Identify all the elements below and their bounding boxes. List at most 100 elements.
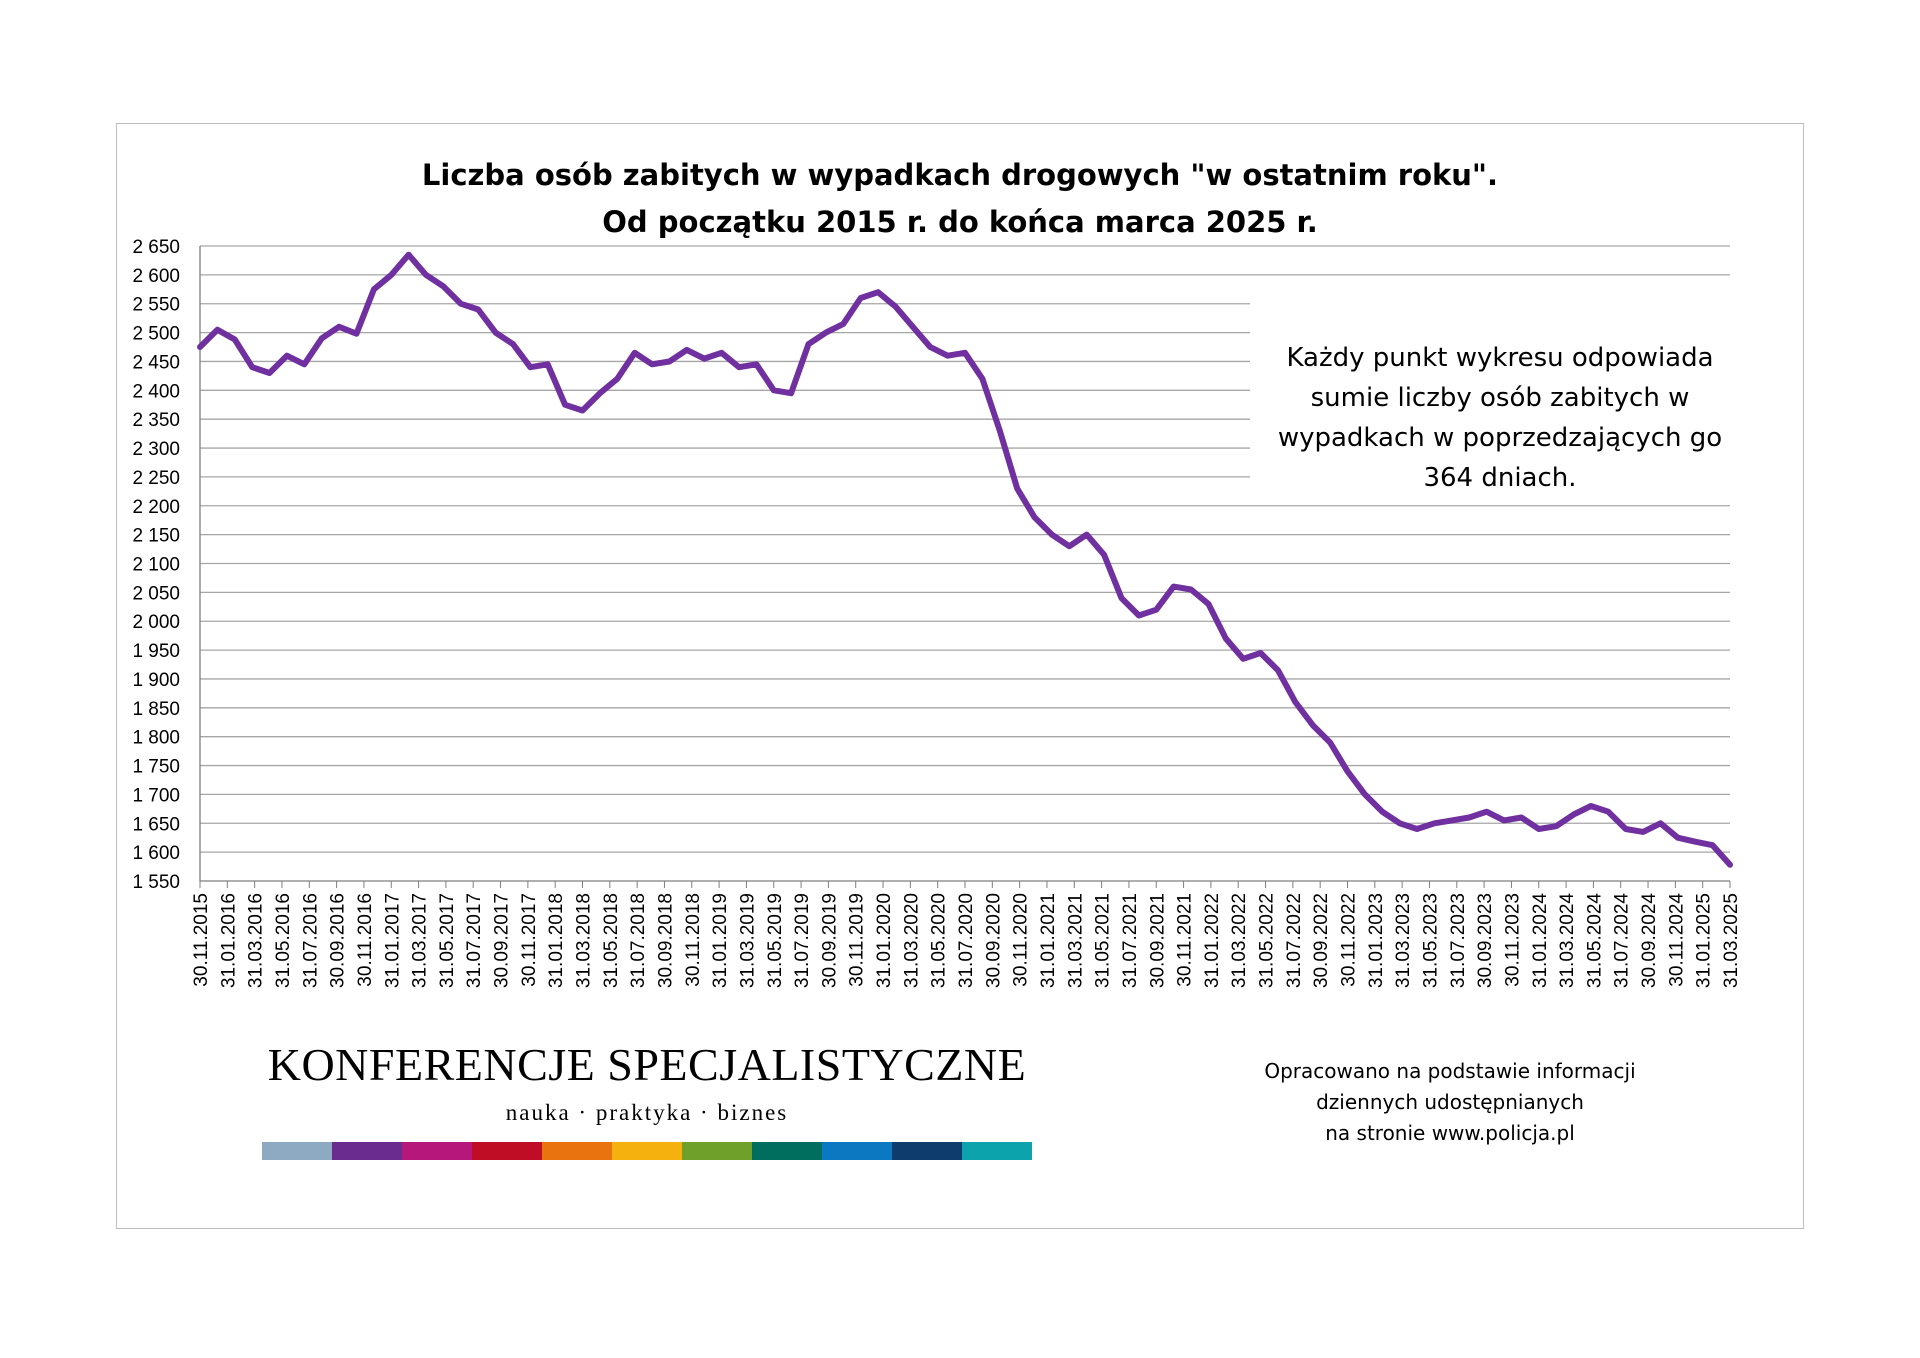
y-tick-label: 2 400 [132,381,180,402]
y-tick-label: 2 450 [132,352,180,373]
x-tick-label: 30.09.2017 [492,893,513,988]
logo-bar-segment [402,1142,472,1160]
y-tick-label: 2 350 [132,410,180,431]
x-tick-label: 31.07.2021 [1120,893,1141,988]
logo-title: KONFERENCJE SPECJALISTYCZNE [267,1039,1027,1090]
y-tick-label: 1 850 [132,699,180,720]
source-line: Opracowano na podstawie informacji [1264,1059,1636,1083]
x-tick-label: 31.07.2018 [628,893,649,988]
x-tick-label: 31.05.2020 [929,893,950,988]
y-tick-label: 1 600 [132,843,180,864]
x-tick-label: 31.03.2025 [1721,893,1742,988]
logo-bar-segment [822,1142,892,1160]
x-tick-label: 30.11.2020 [1011,893,1032,987]
chart-title: Liczba osób zabitych w wypadkach drogowy… [421,158,1499,192]
x-tick-label: 31.01.2023 [1366,893,1387,988]
x-tick-label: 30.11.2018 [683,893,704,987]
x-tick-label: 30.11.2022 [1339,893,1360,987]
x-tick-label: 30.11.2019 [847,893,868,987]
x-tick-label: 31.01.2017 [382,893,403,988]
logo: KONFERENCJE SPECJALISTYCZNE nauka · prak… [262,1036,1032,1160]
note-line: sumie liczby osób zabitych w [1310,383,1690,413]
x-tick-label: 31.03.2017 [410,893,431,988]
y-tick-label: 2 500 [132,324,180,345]
x-tick-label: 31.03.2022 [1229,893,1250,988]
y-tick-label: 1 900 [132,670,180,691]
x-tick-label: 30.09.2020 [983,893,1004,988]
logo-color-bar [262,1142,1032,1160]
logo-bar-segment [752,1142,822,1160]
x-tick-label: 30.11.2023 [1502,893,1523,987]
x-tick-label: 30.11.2017 [519,893,540,987]
x-tick-label: 31.03.2021 [1065,893,1086,988]
x-tick-label: 31.07.2024 [1612,893,1633,989]
note-line: wypadkach w poprzedzających go [1277,423,1723,453]
x-tick-label: 31.07.2020 [956,893,977,988]
y-tick-label: 1 800 [132,728,180,749]
x-tick-label: 31.05.2024 [1584,893,1605,989]
x-tick-label: 30.11.2024 [1666,893,1687,987]
x-tick-label: 30.09.2021 [1147,893,1168,988]
x-tick-label: 31.05.2019 [765,893,786,988]
logo-bar-segment [472,1142,542,1160]
y-tick-label: 2 050 [132,583,180,604]
chart-title-block: Liczba osób zabitych w wypadkach drogowy… [116,152,1804,246]
y-tick-label: 2 150 [132,526,180,547]
x-tick-label: 30.09.2024 [1639,893,1660,989]
x-tick-label: 31.05.2016 [273,893,294,988]
x-tick-label: 30.09.2023 [1475,893,1496,988]
logo-bar-segment [892,1142,962,1160]
x-tick-label: 31.07.2017 [464,893,485,988]
chart-note: Każdy punkt wykresu odpowiada sumie licz… [1260,338,1740,498]
x-tick-label: 30.11.2015 [191,893,212,987]
x-tick-label: 31.01.2021 [1038,893,1059,988]
logo-bar-segment [682,1142,752,1160]
logo-bar-segment [542,1142,612,1160]
x-tick-label: 31.05.2023 [1420,893,1441,988]
y-tick-label: 2 550 [132,295,180,316]
x-tick-label: 31.07.2023 [1448,893,1469,988]
x-tick-label: 31.03.2024 [1557,893,1578,989]
x-tick-label: 31.01.2018 [546,893,567,988]
y-tick-label: 1 700 [132,785,180,806]
x-tick-label: 31.03.2020 [901,893,922,988]
x-tick-label: 30.09.2022 [1311,893,1332,988]
source-line: dziennych udostępnianych [1316,1090,1584,1114]
note-line: 364 dniach. [1423,463,1577,493]
chart-frame [116,123,1804,1229]
x-tick-label: 31.03.2023 [1393,893,1414,988]
x-tick-label: 30.11.2021 [1175,893,1196,987]
x-tick-label: 31.05.2022 [1257,893,1278,988]
x-tick-label: 31.05.2017 [437,893,458,988]
source-note: Opracowano na podstawie informacji dzien… [1210,1056,1690,1149]
x-tick-label: 31.01.2020 [874,893,895,988]
x-tick-label: 31.07.2022 [1284,893,1305,988]
y-tick-label: 1 550 [132,872,180,893]
y-tick-label: 2 650 [132,237,180,258]
note-line: Każdy punkt wykresu odpowiada [1286,343,1714,373]
logo-bar-segment [262,1142,332,1160]
logo-bar-segment [612,1142,682,1160]
source-line: na stronie www.policja.pl [1325,1121,1575,1145]
x-tick-label: 31.01.2024 [1530,893,1551,989]
chart-subtitle: Od początku 2015 r. do końca marca 2025 … [602,205,1318,239]
x-tick-label: 31.01.2022 [1202,893,1223,988]
x-tick-label: 31.03.2016 [246,893,267,988]
x-tick-label: 31.01.2019 [710,893,731,988]
x-tick-label: 31.07.2019 [792,893,813,988]
y-tick-label: 2 200 [132,497,180,518]
x-tick-label: 31.01.2025 [1694,893,1715,988]
y-tick-label: 1 650 [132,814,180,835]
data-line [197,251,1733,868]
logo-bar-segment [332,1142,402,1160]
x-tick-label: 30.11.2016 [355,893,376,987]
y-tick-label: 2 100 [132,555,180,576]
y-tick-label: 2 000 [132,612,180,633]
y-tick-label: 1 750 [132,757,180,778]
x-tick-label: 31.05.2021 [1093,893,1114,988]
x-tick-label: 31.03.2018 [574,893,595,988]
logo-tagline: nauka · praktyka · biznes [505,1100,789,1125]
logo-bar-segment [962,1142,1032,1160]
y-tick-label: 2 300 [132,439,180,460]
